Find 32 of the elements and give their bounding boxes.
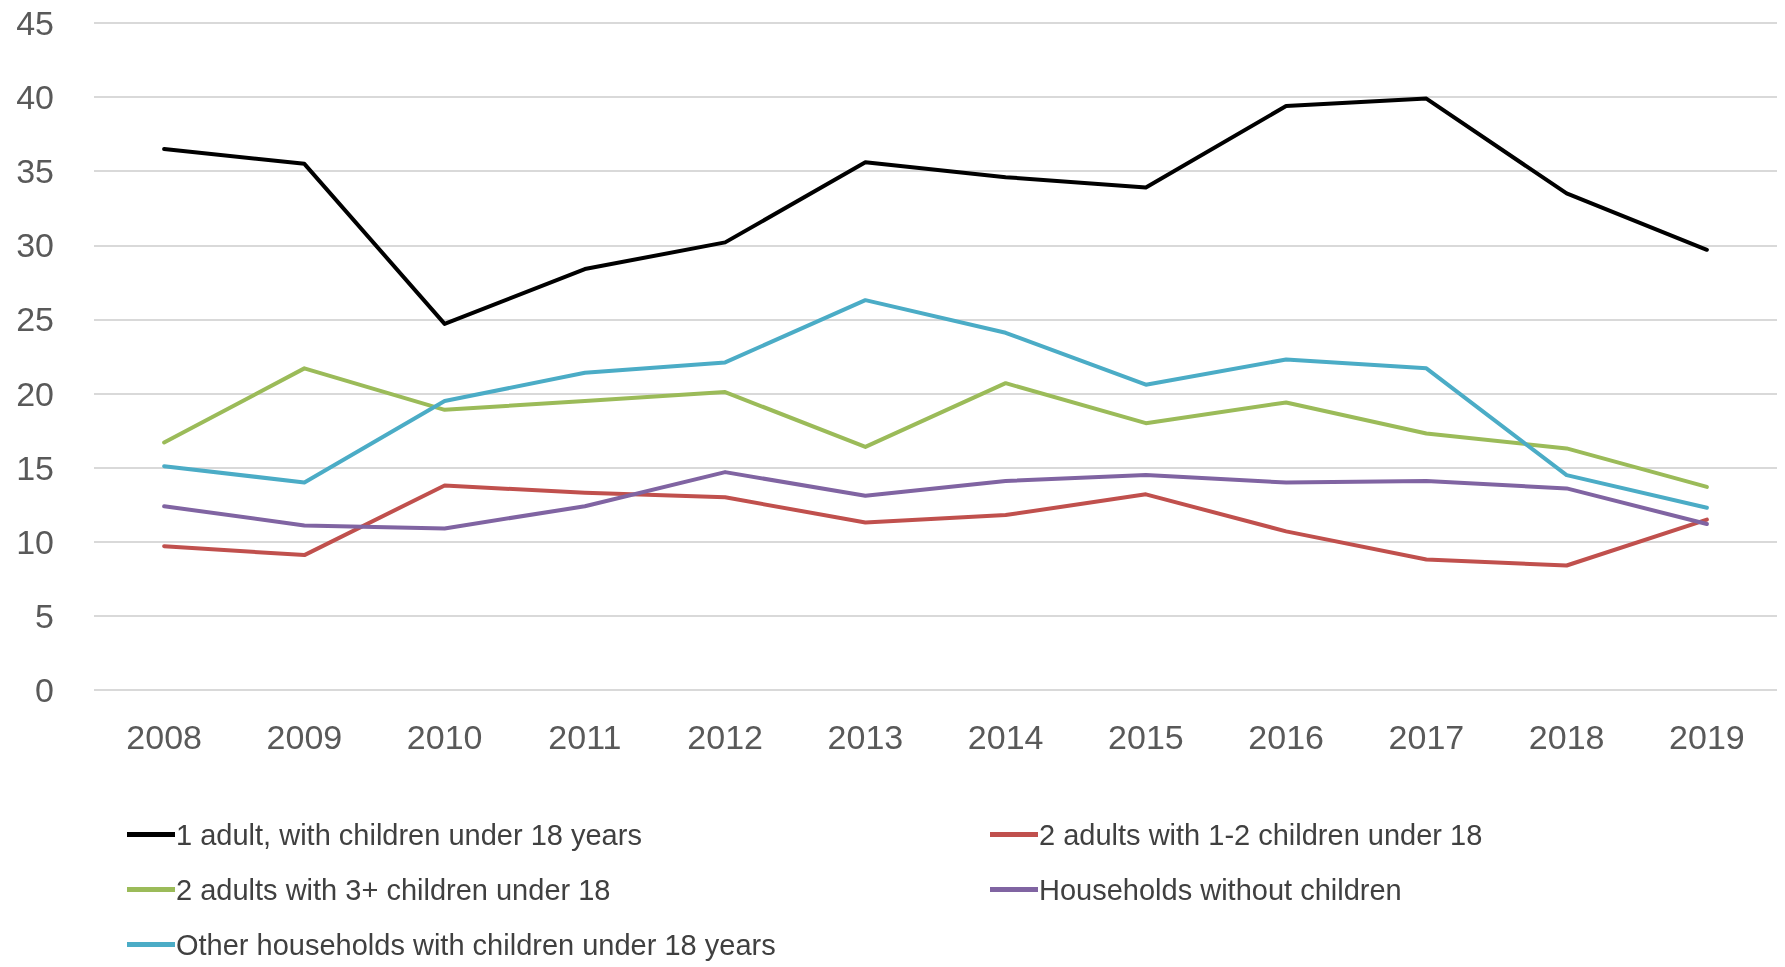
y-tick-label: 15 [16, 448, 54, 487]
y-tick-label: 20 [16, 374, 54, 413]
legend-label: 1 adult, with children under 18 years [176, 818, 642, 851]
y-tick-label: 5 [35, 596, 54, 635]
x-tick-label: 2008 [126, 718, 202, 756]
legend-label: Other households with children under 18 years [176, 928, 776, 961]
y-tick-label: 30 [16, 226, 54, 265]
y-tick-label: 35 [16, 152, 54, 191]
y-tick-label: 25 [16, 300, 54, 339]
line-series [162, 470, 1709, 531]
x-tick-label: 2012 [687, 718, 763, 756]
x-tick-label: 2014 [967, 718, 1044, 756]
x-tick-label: 2015 [1108, 718, 1184, 756]
line-series [162, 96, 1709, 326]
x-tick-label: 2016 [1248, 718, 1324, 756]
x-tick-label: 2018 [1528, 718, 1605, 756]
x-tick-label: 2017 [1388, 718, 1465, 756]
line-series [162, 298, 1709, 510]
y-tick-label: 10 [16, 522, 54, 561]
line-series [162, 366, 1709, 489]
legend-label: 2 adults with 3+ children under 18 [176, 873, 611, 906]
y-tick-label: 0 [35, 671, 54, 709]
legend-label: Households without children [1039, 873, 1402, 906]
x-tick-label: 2010 [406, 718, 483, 756]
x-tick-label: 2013 [827, 718, 904, 756]
x-tick-label: 2011 [548, 718, 622, 756]
y-tick-label: 45 [16, 4, 54, 42]
x-tick-label: 2009 [266, 718, 343, 756]
x-tick-label: 2019 [1669, 718, 1745, 756]
legend-label: 2 adults with 1-2 children under 18 [1039, 818, 1483, 851]
line-series [162, 483, 1709, 568]
y-tick-label: 40 [16, 78, 54, 117]
